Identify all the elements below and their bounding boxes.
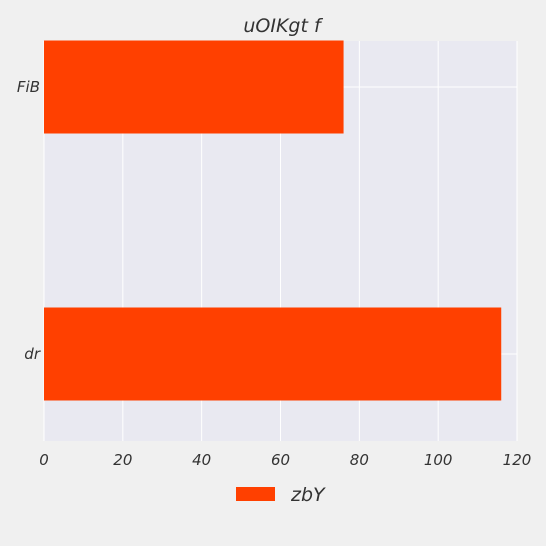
x-tick-labels: 0 20 40 60 80 100 120 xyxy=(39,451,531,469)
x-tick-label: 60 xyxy=(271,451,290,469)
x-tick-label: 0 xyxy=(39,451,49,469)
x-tick-label: 80 xyxy=(350,451,369,469)
y-tick-label: dr xyxy=(24,345,41,363)
x-tick-label: 20 xyxy=(113,451,132,469)
x-tick-label: 40 xyxy=(192,451,211,469)
chart-title: uOIKgt f xyxy=(243,15,324,37)
bar-FiB[interactable] xyxy=(44,41,344,134)
x-tick-label: 100 xyxy=(424,451,453,469)
y-tick-labels: FiB dr xyxy=(17,78,41,363)
legend-swatch xyxy=(236,487,275,501)
y-tick-label: FiB xyxy=(17,78,40,96)
bar-dr[interactable] xyxy=(44,308,501,401)
legend[interactable]: zbY xyxy=(236,484,326,506)
x-tick-label: 120 xyxy=(503,451,532,469)
legend-label: zbY xyxy=(290,484,326,506)
